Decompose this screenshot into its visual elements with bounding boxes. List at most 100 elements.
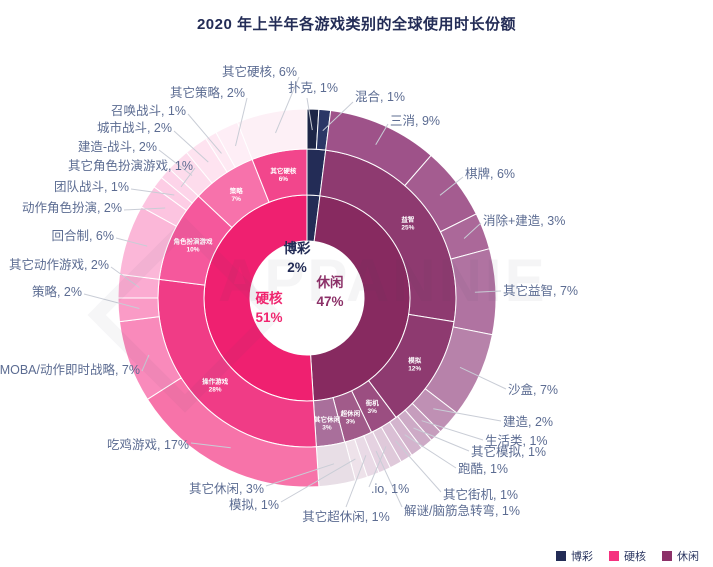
center-label-betting-pct: 2% [287,259,307,275]
chart-callout-label: 回合制, 6% [51,229,114,243]
chart-callout-label: 团队战斗, 1% [53,180,129,194]
chart-callout-label: 其它角色扮演游戏, 1% [67,159,193,173]
callout-leader-line [187,113,222,154]
callout-leader-line [130,188,175,196]
center-label-betting: 博彩 2% [284,240,311,277]
callout-leader-line [433,408,502,422]
chart-callout-label: 模拟, 1% [228,498,279,512]
callout-leader-line [83,293,140,309]
ring-segment-label: 操作游戏 [202,376,229,385]
chart-callout-label: MOBA/动作即时战略, 7% [0,363,140,377]
callout-leader-line [439,176,464,196]
ring-segment-label: 超休闲 [340,408,361,417]
sunburst-outer-slice [236,108,308,161]
ring-segment-label: 12% [408,365,421,372]
callout-leader-line [306,97,313,131]
callout-leader-line [459,366,507,390]
chart-callout-label: 其它动作游戏, 2% [8,258,109,272]
callout-leader-line [235,97,248,147]
ring-segment-label: 6% [279,176,289,183]
legend-label-casual: 休闲 [677,551,699,563]
callout-leader-line [421,420,484,441]
chart-callout-label: 建造, 2% [503,415,554,429]
ring-segment-label: 其它硬核 [270,166,297,175]
chart-callout-label: 城市战斗, 2% [96,121,172,135]
chart-callout-label: 其它休闲, 3% [188,482,264,496]
callout-leader-line [375,123,389,145]
chart-callout-label: 跑酷, 1% [458,462,509,476]
ring-segment-label: 7% [231,196,241,203]
center-label-casual-pct: 47% [316,293,344,309]
center-label-core-name: 硬核 [255,291,283,306]
ring-segment-label: 策略 [229,186,244,195]
legend-swatch-core [609,551,619,561]
callout-leader-line [173,130,209,163]
legend-swatch-casual [662,551,672,561]
chart-callout-label: .io, 1% [371,482,410,496]
callout-leader-line [280,458,356,503]
center-label-betting-name: 博彩 [283,241,311,256]
callout-leader-line [190,442,231,449]
ring-segment-label: 3% [322,424,332,431]
chart-callout-label: 其它硬核, 6% [221,65,297,79]
callout-leader-line [265,463,335,487]
chart-callout-label: 扑克, 1% [287,81,338,95]
chart-callout-label: 其它益智, 7% [503,284,579,298]
chart-callout-label: 其它模拟, 1% [471,445,547,459]
callout-leader-line [275,76,300,134]
callout-leader-line [395,440,442,493]
ring-segment-label: 28% [209,386,222,393]
legend-item-core: 硬核 [609,548,646,564]
chart-callout-label: 混合, 1% [355,90,406,104]
legend-item-betting: 博彩 [556,548,593,564]
center-label-casual: 休闲 47% [316,274,343,311]
chart-callout-label: 动作角色扮演, 2% [21,201,122,215]
ring-segment-label: 角色扮演游戏 [174,236,214,245]
callout-leader-line [368,446,387,488]
chart-title: 2020 年上半年各游戏类别的全球使用时长份额 [196,16,517,33]
chart-callout-label: 策略, 2% [31,285,82,299]
callout-leader-line [474,290,502,293]
chart-callout-label: 三消, 9% [390,114,441,128]
callout-leader-line [115,237,148,247]
callout-leader-line [123,207,166,211]
callout-leader-line [322,101,354,132]
chart-callout-label: 棋牌, 6% [465,167,516,181]
chart-callout-label: 召唤战斗, 1% [110,104,186,118]
callout-leader-line [463,222,482,239]
chart-callout-label: 建造-战斗, 2% [77,140,157,154]
chart-callout-label: 其它超休闲, 1% [302,510,390,524]
chart-callout-label: 解谜/脑筋急转弯, 1% [404,504,520,518]
callout-leader-line [110,266,140,288]
callout-leader-line [141,354,150,372]
chart-callout-label: 其它街机, 1% [443,488,519,502]
ring-segment-label: 益智 [401,215,414,224]
ring-segment-label: 3% [367,408,377,415]
callout-leader-line [345,455,367,508]
chart-callout-label: 沙盒, 7% [508,383,559,397]
ring-segment-label: 模拟 [408,355,422,364]
chart-legend: 博彩 硬核 休闲 [556,548,699,564]
legend-label-core: 硬核 [624,551,646,563]
callout-leader-line [413,427,470,452]
chart-callout-label: 生活类, 1% [485,434,548,448]
center-label-core: 硬核 51% [255,290,282,327]
center-label-casual-name: 休闲 [316,275,344,290]
callout-leader-line [404,434,457,469]
chart-callout-label: 吃鸡游戏, 17% [107,438,189,452]
legend-swatch-betting [556,551,566,561]
ring-segment-label: 街机 [365,398,380,407]
chart-callout-label: 消除+建造, 3% [483,214,566,228]
ring-segment-label: 其它休闲 [314,414,341,423]
ring-segment-label: 3% [346,418,356,425]
ring-segment-label: 10% [186,246,199,253]
chart-callout-label: 其它策略, 2% [169,86,245,100]
ring-segment-label: 25% [401,225,414,232]
legend-item-casual: 休闲 [662,548,699,564]
legend-label-betting: 博彩 [571,551,593,563]
center-label-core-pct: 51% [255,309,283,325]
callout-leader-line [375,450,403,508]
callout-leader-line [180,167,196,188]
